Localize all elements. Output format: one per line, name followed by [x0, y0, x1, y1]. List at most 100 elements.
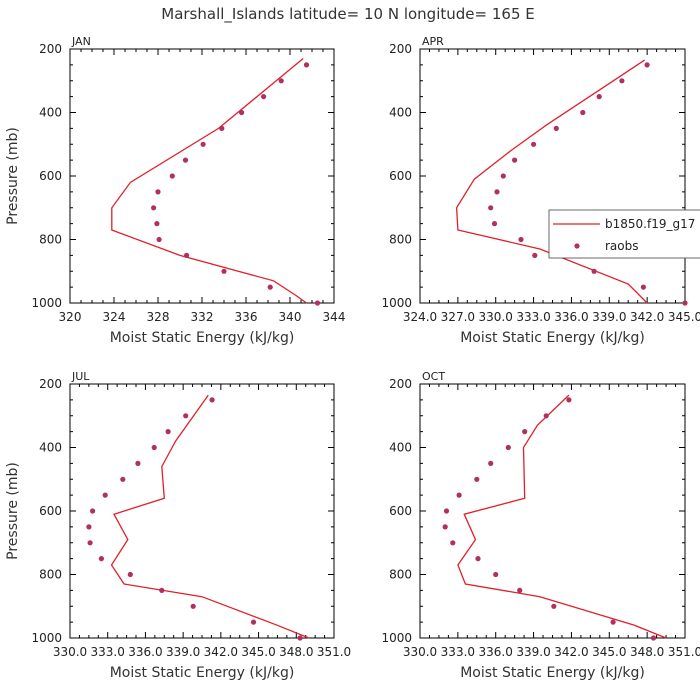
- raobs-point: [183, 413, 189, 419]
- raobs-point: [165, 429, 171, 435]
- raobs-point: [120, 476, 126, 482]
- y-tick-label: 800: [39, 233, 62, 247]
- raobs-point: [154, 221, 160, 227]
- raobs-point: [156, 236, 162, 243]
- y-tick-label: 400: [389, 106, 412, 120]
- x-tick-label: 339.0: [166, 645, 200, 659]
- raobs-point: [543, 413, 549, 419]
- y-tick-label: 1000: [381, 296, 412, 310]
- x-tick-label: 330.0: [479, 310, 513, 324]
- raobs-point: [551, 603, 557, 609]
- y-axis-title: Pressure (mb): [5, 127, 21, 225]
- x-tick-label: 345.0: [668, 310, 700, 324]
- raobs-point: [135, 460, 141, 466]
- raobs-point: [98, 556, 104, 562]
- raobs-point: [640, 284, 647, 290]
- panel-apr: APR 324.0 327.0 330.0 333.0 336.0 339.0 342.0 34…: [381, 35, 700, 346]
- panel-jan: JAN 320 324 328 332 336 340 344 200 400 600 800 1000…: [5, 35, 345, 346]
- panel-label: OCT: [422, 370, 445, 383]
- raobs-point: [314, 300, 321, 306]
- raobs-point: [591, 268, 597, 274]
- raobs-point: [610, 619, 616, 625]
- raobs-point: [511, 157, 518, 163]
- raobs-point: [494, 189, 500, 195]
- raobs-point: [619, 78, 625, 84]
- raobs-point: [566, 397, 572, 403]
- raobs-point: [182, 157, 189, 163]
- raobs-point: [87, 540, 93, 546]
- raobs-point: [532, 252, 538, 258]
- x-tick-label: 339.0: [592, 310, 626, 324]
- raobs-point: [522, 429, 528, 435]
- raobs-point: [475, 556, 481, 562]
- x-tick-label: 340: [279, 310, 302, 324]
- x-tick-label: 342.0: [630, 310, 664, 324]
- x-tick-label: 342.0: [204, 645, 238, 659]
- model-line: [111, 57, 307, 304]
- legend-model-label: b1850.f19_g17: [605, 217, 695, 231]
- x-axis-title: Moist Static Energy (kJ/kg): [460, 665, 645, 681]
- raobs-point: [155, 189, 161, 195]
- raobs-point: [596, 94, 602, 100]
- y-tick-label: 1000: [31, 296, 62, 310]
- panel-label: APR: [422, 35, 444, 48]
- raobs-point: [190, 603, 196, 609]
- x-tick-label: 333.0: [91, 645, 125, 659]
- x-tick-label: 351.0: [668, 645, 700, 659]
- x-tick-label: 344: [323, 310, 346, 324]
- model-line: [455, 59, 648, 304]
- x-tick-label: 339.0: [516, 645, 550, 659]
- x-tick-label: 351.0: [317, 645, 351, 659]
- raobs-point: [221, 268, 227, 274]
- panel-oct: OCT 330.0 333.0 336.0 339.0 342.0 345.0 348.0 35…: [381, 370, 700, 681]
- raobs-point: [491, 221, 498, 227]
- raobs-point: [474, 476, 480, 482]
- y-tick-label: 800: [389, 568, 412, 582]
- x-tick-label: 330.0: [53, 645, 87, 659]
- raobs-point: [488, 205, 494, 211]
- raobs-point: [456, 492, 462, 498]
- x-tick-label: 348.0: [630, 645, 664, 659]
- raobs-point: [184, 252, 190, 258]
- x-tick-label: 342.0: [554, 645, 588, 659]
- x-tick-label: 348.0: [279, 645, 313, 659]
- x-tick-label: 336.0: [554, 310, 588, 324]
- raobs-point: [443, 508, 450, 514]
- x-tick-label: 320: [59, 310, 82, 324]
- raobs-point: [151, 444, 157, 451]
- y-tick-label: 600: [39, 169, 62, 183]
- raobs-point: [488, 460, 494, 466]
- raobs-point: [209, 397, 215, 403]
- panel-label: JAN: [71, 35, 91, 48]
- y-axis-title: Pressure (mb): [5, 462, 21, 560]
- legend-box: [548, 209, 700, 259]
- plot-frame: [69, 48, 335, 304]
- x-axis-title: Moist Static Energy (kJ/kg): [110, 665, 295, 681]
- raobs-point: [644, 62, 650, 68]
- raobs-point: [90, 508, 96, 514]
- model-line: [457, 394, 667, 639]
- raobs-point: [250, 619, 257, 625]
- y-tick-label: 600: [389, 504, 412, 518]
- panel-label: JUL: [71, 370, 90, 383]
- raobs-point: [169, 173, 175, 179]
- y-tick-label: 200: [39, 377, 62, 391]
- raobs-point: [151, 205, 157, 211]
- y-tick-label: 400: [39, 441, 62, 455]
- raobs-point: [261, 94, 267, 100]
- y-tick-label: 200: [39, 42, 62, 56]
- raobs-point: [127, 571, 133, 578]
- y-tick-label: 200: [389, 377, 412, 391]
- y-tick-label: 800: [389, 233, 412, 247]
- raobs-point: [518, 236, 524, 243]
- y-tick-label: 400: [39, 106, 62, 120]
- legend-obs-swatch: [574, 243, 580, 249]
- raobs-point: [580, 109, 586, 116]
- legend-obs-label: raobs: [605, 239, 639, 253]
- y-tick-label: 400: [389, 441, 412, 455]
- plot-frame: [69, 383, 335, 639]
- panel-jul: JUL 330.0 333.0 336.0 339.0 342.0 345.0 348.0 35…: [5, 370, 351, 681]
- y-tick-label: 600: [39, 504, 62, 518]
